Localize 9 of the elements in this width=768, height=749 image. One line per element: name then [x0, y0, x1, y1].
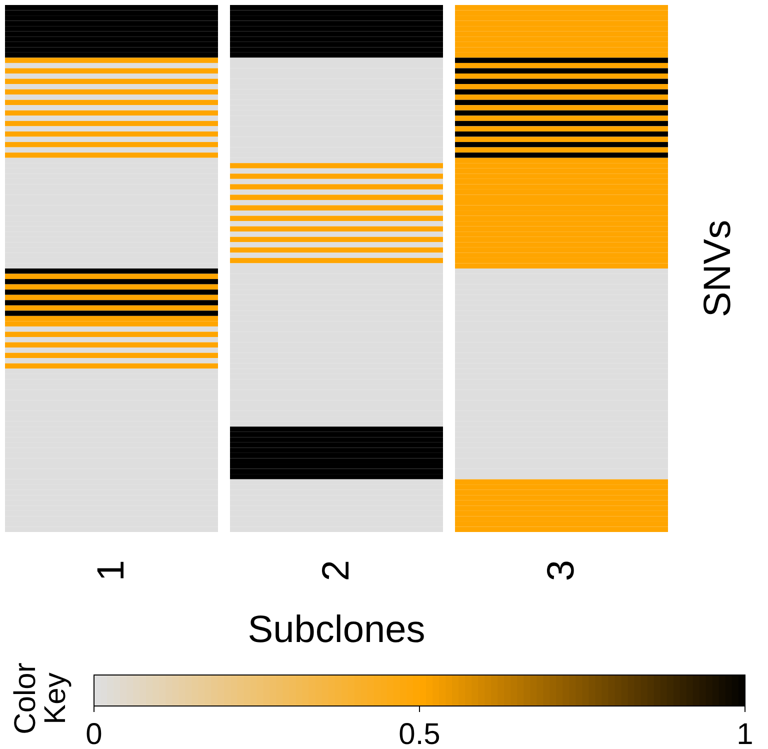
y-axis-title: SNVs [697, 220, 739, 318]
color-bar-label: 1 [736, 718, 754, 749]
x-tick-label: 2 [316, 560, 358, 582]
x-tick-label: 3 [540, 560, 582, 582]
color-bar-title: Color Key [9, 662, 72, 734]
color-bar-label: 0 [86, 718, 102, 749]
color-bar-label: 0.5 [398, 718, 440, 749]
x-axis-title: Subclones [248, 609, 426, 651]
x-tick-label: 1 [90, 560, 132, 582]
